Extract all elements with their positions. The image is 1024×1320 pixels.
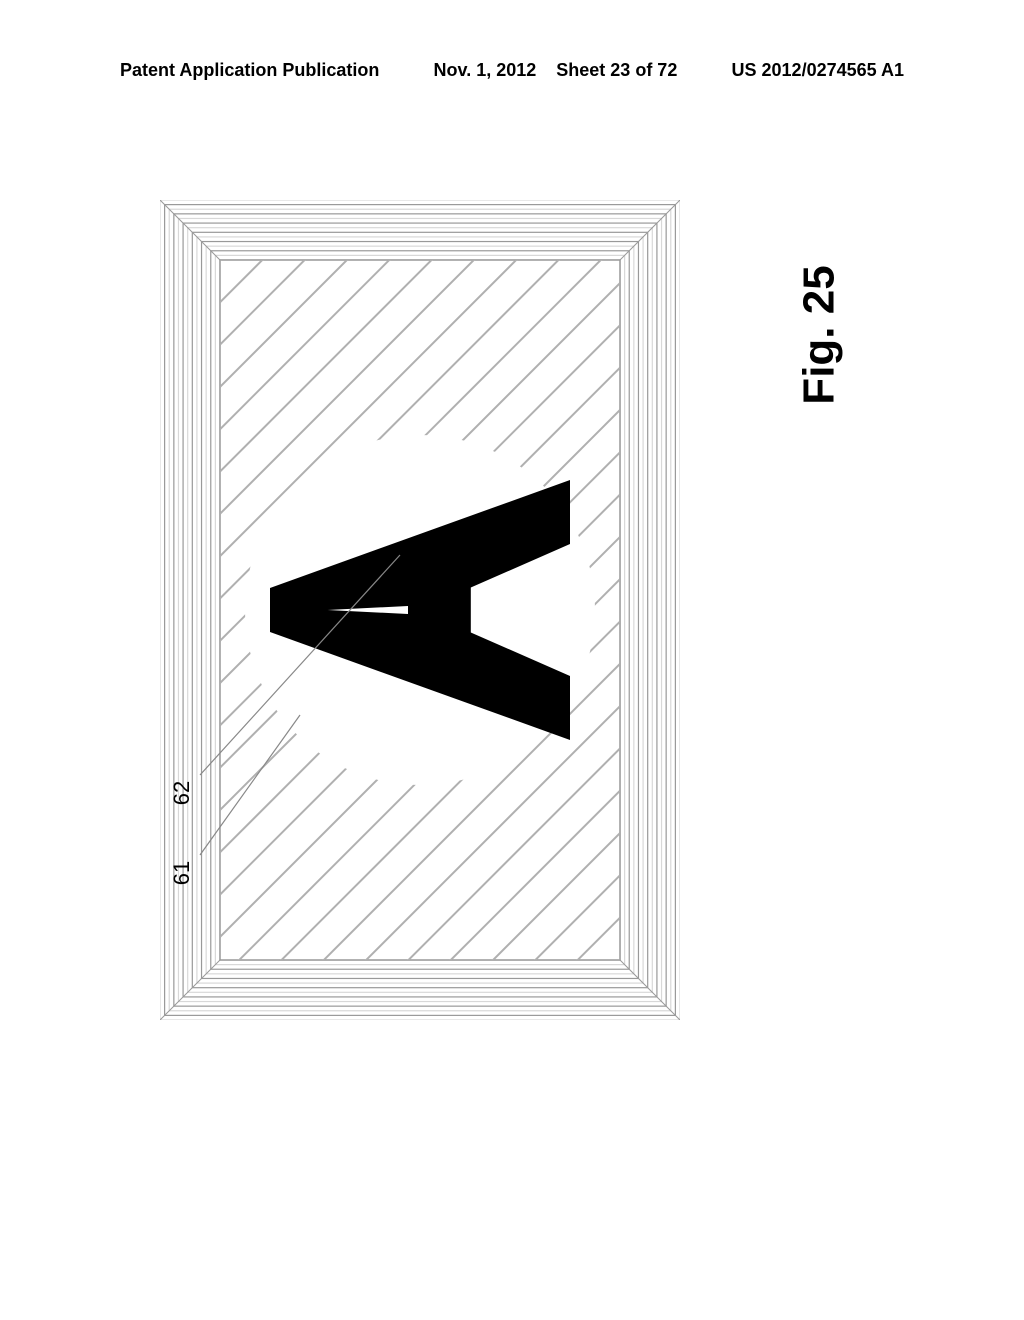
publication-date: Nov. 1, 2012 <box>434 60 537 80</box>
ref-label-61: 61 <box>169 861 195 885</box>
publication-type: Patent Application Publication <box>120 60 379 81</box>
figure-svg <box>160 200 680 1020</box>
publication-number: US 2012/0274565 A1 <box>732 60 904 81</box>
header-date-sheet: Nov. 1, 2012 Sheet 23 of 72 <box>434 60 678 81</box>
ref-label-62: 62 <box>169 781 195 805</box>
figure-label: Fig. 25 <box>795 265 845 404</box>
sheet-info: Sheet 23 of 72 <box>556 60 677 80</box>
patent-header: Patent Application Publication Nov. 1, 2… <box>120 60 904 81</box>
figure-25 <box>160 200 680 1020</box>
